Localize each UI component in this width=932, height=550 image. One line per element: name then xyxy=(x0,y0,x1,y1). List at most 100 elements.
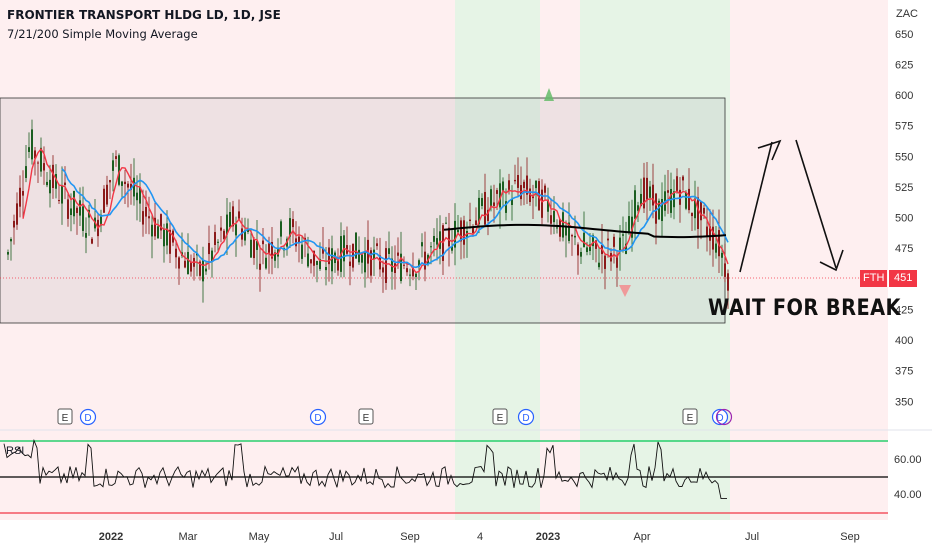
candle xyxy=(682,175,684,191)
candle xyxy=(316,260,318,283)
candle xyxy=(613,233,615,264)
candle xyxy=(118,153,120,187)
candle xyxy=(592,233,594,260)
svg-text:D: D xyxy=(84,413,91,424)
candle xyxy=(595,239,597,263)
x-tick-4: Sep xyxy=(400,531,420,543)
rsi-tick-40: 40.00 xyxy=(894,489,922,501)
candle xyxy=(55,164,57,199)
event-marker-d[interactable]: D xyxy=(79,408,97,426)
candle xyxy=(58,183,60,204)
event-marker-e[interactable]: E xyxy=(682,408,698,425)
candle xyxy=(253,237,255,265)
y-tick-4: 550 xyxy=(895,151,913,163)
candle xyxy=(166,210,168,255)
last-price-tag: 451 xyxy=(889,270,918,287)
candle xyxy=(646,161,648,221)
event-marker-e[interactable]: E xyxy=(57,408,73,425)
candle xyxy=(469,202,471,229)
candle xyxy=(325,247,327,286)
candle xyxy=(256,219,258,270)
zone-3 xyxy=(580,0,700,520)
candle xyxy=(16,192,18,230)
candle xyxy=(127,180,129,208)
candle xyxy=(19,175,21,218)
candle xyxy=(229,202,231,230)
candle xyxy=(577,242,579,275)
candle xyxy=(85,217,87,254)
x-axis: 2022 Mar May Jul Sep 4 2023 Apr Jul Sep xyxy=(99,531,860,543)
candle xyxy=(625,221,627,255)
candle xyxy=(73,190,75,225)
event-marker-d[interactable]: D xyxy=(309,408,327,426)
candle xyxy=(151,214,153,259)
candle xyxy=(28,132,30,159)
x-tick-3: Jul xyxy=(329,531,343,543)
candle xyxy=(292,211,294,244)
candle xyxy=(688,168,690,214)
candle xyxy=(175,239,177,269)
candle xyxy=(178,256,180,285)
symbol-tag: FTH xyxy=(860,270,888,287)
y-tick-5: 525 xyxy=(895,182,913,194)
candle xyxy=(583,211,585,248)
candle xyxy=(724,243,726,283)
candle xyxy=(418,258,420,281)
candle xyxy=(385,241,387,290)
candle xyxy=(271,226,273,275)
y-tick-3: 575 xyxy=(895,121,913,133)
event-marker-e[interactable]: E xyxy=(492,408,508,425)
candle xyxy=(109,179,111,200)
event-marker-e[interactable]: E xyxy=(358,408,374,425)
svg-text:E: E xyxy=(363,413,370,424)
candle xyxy=(547,187,549,223)
candle xyxy=(388,231,390,259)
chart-title: FRONTIER TRANSPORT HLDG LD, 1D, JSE xyxy=(7,8,281,22)
event-marker-d[interactable]: D xyxy=(517,408,535,426)
y-tick-12: 350 xyxy=(895,396,913,408)
candle xyxy=(139,173,141,222)
sma-21-line xyxy=(61,168,729,269)
indicator-label: 7/21/200 Simple Moving Average xyxy=(7,27,198,41)
candle xyxy=(433,228,435,257)
candle xyxy=(46,171,48,188)
candle xyxy=(493,184,495,223)
candle xyxy=(436,218,438,261)
y-tick-9: 425 xyxy=(895,304,913,316)
candle xyxy=(727,269,729,309)
candle xyxy=(598,247,600,270)
candle xyxy=(145,190,147,234)
y-axis: 650625600575550525500475450425400375350 xyxy=(895,29,913,409)
candle xyxy=(331,235,333,285)
candle xyxy=(226,197,228,255)
y-tick-10: 400 xyxy=(895,335,913,347)
candle xyxy=(214,224,216,253)
candle xyxy=(259,245,261,292)
rsi-tick-60: 60.00 xyxy=(894,454,922,466)
y-tick-1: 625 xyxy=(895,59,913,71)
candle xyxy=(247,218,249,235)
candle xyxy=(10,237,12,261)
candle xyxy=(337,248,339,276)
candle xyxy=(289,207,291,249)
candle xyxy=(667,169,669,214)
candle xyxy=(424,231,426,282)
candle xyxy=(280,219,282,245)
candle xyxy=(25,145,27,183)
candle xyxy=(361,252,363,274)
candle xyxy=(619,224,621,271)
candle xyxy=(232,200,234,232)
candle xyxy=(187,233,189,275)
candle xyxy=(514,164,516,185)
event-marker-d[interactable]: D xyxy=(711,408,729,426)
candle xyxy=(217,239,219,251)
candle xyxy=(265,244,267,270)
candle xyxy=(640,178,642,207)
rsi-line xyxy=(3,438,727,500)
candle xyxy=(487,197,489,236)
candle xyxy=(580,247,582,264)
candle xyxy=(220,215,222,243)
candle xyxy=(115,150,117,167)
candle xyxy=(301,235,303,264)
